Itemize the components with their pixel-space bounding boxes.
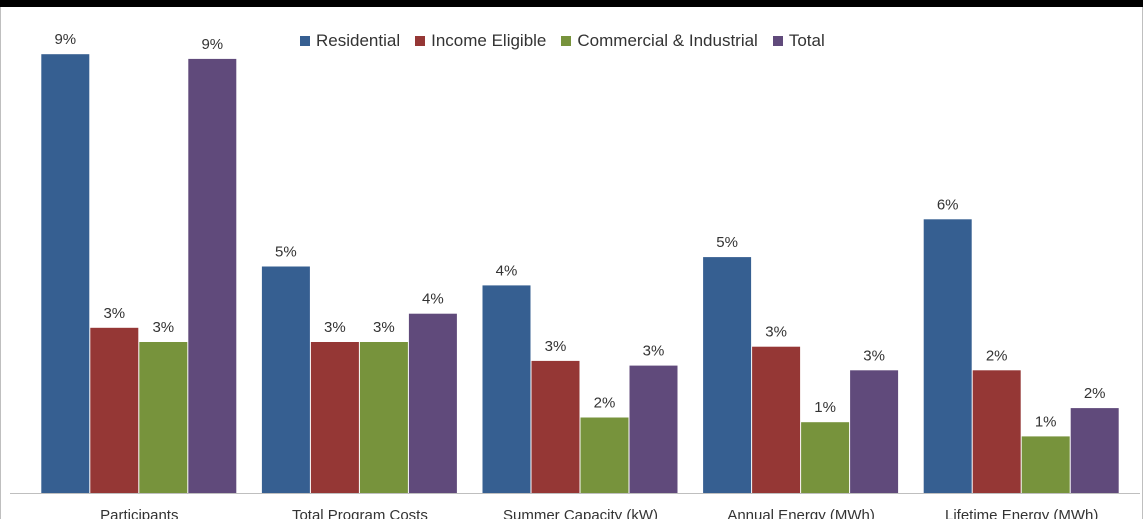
bar-residential-3 — [703, 257, 752, 493]
data-label-residential-0: 9% — [54, 31, 76, 48]
frame-left-border — [0, 7, 1, 519]
data-label-income-eligible-2: 3% — [545, 338, 567, 355]
data-label-total-1: 4% — [422, 291, 444, 308]
data-label-commercial-industrial-3: 1% — [814, 399, 836, 416]
bar-income-eligible-0 — [90, 327, 139, 493]
top-border — [0, 0, 1143, 7]
legend-item-income-eligible: Income Eligible — [415, 31, 546, 51]
bar-income-eligible-4 — [972, 370, 1021, 493]
bar-residential-2 — [482, 285, 531, 493]
data-label-total-3: 3% — [863, 347, 885, 364]
data-label-income-eligible-1: 3% — [324, 319, 346, 336]
data-label-commercial-industrial-0: 3% — [152, 319, 174, 336]
bar-residential-4 — [923, 219, 972, 494]
bar-commercial-industrial-3 — [801, 422, 850, 493]
data-label-income-eligible-4: 2% — [986, 347, 1008, 364]
bar-total-3 — [850, 370, 899, 493]
legend-swatch-residential — [300, 36, 310, 46]
legend-label-commercial-industrial: Commercial & Industrial — [577, 31, 758, 50]
legend-item-total: Total — [772, 31, 825, 51]
legend-swatch-total — [772, 36, 783, 46]
data-label-commercial-industrial-4: 1% — [1035, 413, 1057, 430]
bar-total-2 — [629, 365, 678, 493]
legend-swatch-commercial-industrial — [561, 36, 572, 46]
bar-commercial-industrial-2 — [580, 417, 629, 493]
data-label-residential-2: 4% — [496, 262, 518, 279]
category-label-2: Summer Capacity (kW) — [503, 507, 658, 519]
bar-total-4 — [1070, 408, 1119, 493]
data-label-income-eligible-0: 3% — [103, 305, 125, 322]
category-label-0: Participants — [100, 507, 178, 519]
legend-item-residential: Residential — [300, 31, 400, 51]
data-label-total-4: 2% — [1084, 385, 1106, 402]
bar-income-eligible-1 — [310, 342, 359, 493]
data-label-total-2: 3% — [643, 343, 665, 360]
legend-swatch-income-eligible — [415, 36, 426, 46]
legend-label-total: Total — [788, 31, 825, 50]
legend-label-residential: Residential — [316, 31, 401, 50]
data-label-residential-1: 5% — [275, 244, 297, 261]
bar-income-eligible-2 — [531, 360, 580, 493]
legend-label-income-eligible: Income Eligible — [431, 31, 547, 50]
bar-income-eligible-3 — [752, 346, 801, 493]
bar-total-0 — [188, 58, 237, 494]
category-label-1: Total Program Costs — [292, 507, 428, 519]
data-label-income-eligible-3: 3% — [765, 324, 787, 341]
data-label-commercial-industrial-1: 3% — [373, 319, 395, 336]
data-label-commercial-industrial-2: 2% — [594, 395, 616, 412]
data-label-residential-4: 6% — [937, 196, 959, 213]
legend: Residential Income Eligible Commercial &… — [300, 30, 840, 52]
legend-item-commercial-industrial: Commercial & Industrial — [561, 31, 758, 51]
category-label-4: Lifetime Energy (MWh) — [945, 507, 1098, 519]
data-label-total-0: 9% — [201, 36, 223, 53]
data-label-residential-3: 5% — [716, 234, 738, 251]
bar-commercial-industrial-1 — [359, 342, 408, 493]
bar-residential-0 — [41, 54, 90, 493]
bar-commercial-industrial-0 — [139, 342, 188, 493]
bar-commercial-industrial-4 — [1021, 436, 1070, 493]
category-label-3: Annual Energy (MWh) — [727, 507, 875, 519]
bar-residential-1 — [261, 266, 310, 493]
bar-total-1 — [408, 313, 457, 493]
